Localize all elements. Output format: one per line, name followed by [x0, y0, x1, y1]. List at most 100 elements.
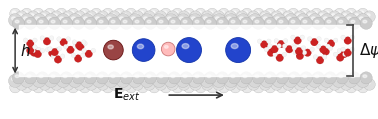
Ellipse shape: [128, 85, 132, 87]
Ellipse shape: [239, 78, 244, 81]
Ellipse shape: [26, 47, 34, 54]
Ellipse shape: [296, 14, 310, 27]
Ellipse shape: [204, 82, 208, 84]
Ellipse shape: [15, 75, 19, 78]
Ellipse shape: [160, 82, 171, 93]
Ellipse shape: [304, 49, 311, 57]
Ellipse shape: [215, 78, 220, 81]
Ellipse shape: [132, 17, 144, 29]
Ellipse shape: [236, 79, 248, 90]
Ellipse shape: [250, 14, 254, 16]
Ellipse shape: [125, 82, 136, 93]
Ellipse shape: [30, 82, 34, 84]
Text: $\mathbf{E}_{ext}$: $\mathbf{E}_{ext}$: [113, 87, 141, 103]
Ellipse shape: [123, 14, 127, 16]
Ellipse shape: [248, 11, 259, 22]
Ellipse shape: [198, 85, 201, 87]
Ellipse shape: [311, 8, 322, 19]
Ellipse shape: [163, 11, 166, 13]
Ellipse shape: [156, 72, 169, 84]
Ellipse shape: [271, 79, 283, 90]
Ellipse shape: [314, 11, 317, 13]
Ellipse shape: [76, 82, 80, 84]
Ellipse shape: [325, 85, 329, 87]
Ellipse shape: [20, 74, 34, 88]
Ellipse shape: [337, 11, 340, 13]
Ellipse shape: [273, 47, 278, 52]
Ellipse shape: [169, 82, 173, 84]
Ellipse shape: [59, 11, 62, 13]
Ellipse shape: [221, 85, 225, 87]
Ellipse shape: [12, 85, 16, 87]
Ellipse shape: [329, 79, 341, 90]
Ellipse shape: [8, 14, 22, 27]
Ellipse shape: [85, 79, 97, 90]
Ellipse shape: [120, 17, 132, 29]
Ellipse shape: [279, 11, 282, 13]
Ellipse shape: [282, 11, 294, 22]
Ellipse shape: [248, 79, 259, 90]
Ellipse shape: [34, 50, 42, 58]
Ellipse shape: [227, 14, 231, 16]
Ellipse shape: [107, 17, 112, 20]
Ellipse shape: [132, 39, 155, 61]
Ellipse shape: [175, 85, 178, 87]
Ellipse shape: [267, 49, 275, 57]
Ellipse shape: [57, 37, 61, 41]
Ellipse shape: [311, 38, 318, 46]
Ellipse shape: [239, 82, 243, 84]
Ellipse shape: [137, 44, 144, 49]
Ellipse shape: [243, 20, 247, 23]
Ellipse shape: [227, 17, 232, 20]
Ellipse shape: [336, 54, 344, 61]
Ellipse shape: [51, 54, 56, 58]
Ellipse shape: [82, 40, 86, 44]
Ellipse shape: [186, 11, 190, 13]
Ellipse shape: [364, 11, 375, 22]
Ellipse shape: [267, 85, 271, 87]
Ellipse shape: [260, 74, 274, 88]
Ellipse shape: [140, 11, 143, 13]
Ellipse shape: [297, 14, 301, 16]
Ellipse shape: [360, 17, 372, 29]
Ellipse shape: [114, 8, 125, 19]
Ellipse shape: [287, 17, 291, 20]
Ellipse shape: [97, 11, 109, 22]
Ellipse shape: [358, 8, 368, 19]
Ellipse shape: [158, 82, 161, 84]
Ellipse shape: [62, 11, 74, 22]
Ellipse shape: [184, 8, 194, 19]
Ellipse shape: [53, 14, 57, 16]
Ellipse shape: [301, 46, 306, 50]
Ellipse shape: [45, 14, 58, 27]
Ellipse shape: [169, 14, 173, 16]
Ellipse shape: [355, 14, 358, 16]
Ellipse shape: [11, 17, 16, 20]
Ellipse shape: [308, 74, 322, 88]
Ellipse shape: [215, 82, 219, 84]
Ellipse shape: [195, 20, 199, 23]
Ellipse shape: [273, 52, 277, 57]
Ellipse shape: [216, 72, 228, 84]
Ellipse shape: [255, 20, 259, 23]
Ellipse shape: [140, 74, 153, 88]
Ellipse shape: [93, 14, 106, 27]
Ellipse shape: [332, 14, 345, 27]
Ellipse shape: [59, 78, 64, 81]
Ellipse shape: [66, 37, 71, 41]
Ellipse shape: [183, 20, 187, 23]
Ellipse shape: [296, 74, 310, 88]
Ellipse shape: [111, 82, 115, 84]
Ellipse shape: [290, 85, 294, 87]
Ellipse shape: [73, 41, 78, 46]
Ellipse shape: [155, 11, 167, 22]
Ellipse shape: [155, 17, 160, 20]
Ellipse shape: [320, 14, 333, 27]
Ellipse shape: [335, 78, 339, 81]
Ellipse shape: [252, 72, 264, 84]
Ellipse shape: [326, 44, 330, 49]
Ellipse shape: [316, 44, 321, 49]
Ellipse shape: [279, 85, 282, 87]
Ellipse shape: [186, 85, 190, 87]
Ellipse shape: [200, 74, 214, 88]
